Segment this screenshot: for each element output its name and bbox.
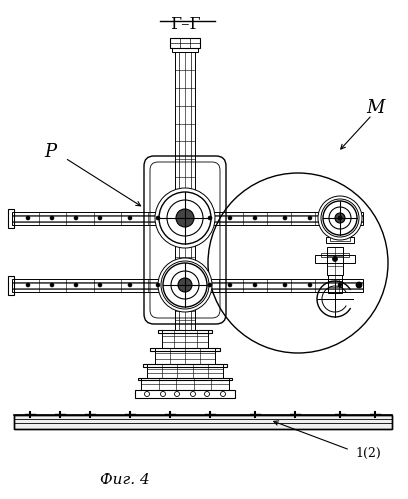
Bar <box>12 212 175 225</box>
Bar <box>330 237 350 241</box>
Bar <box>14 415 392 429</box>
Circle shape <box>308 216 312 220</box>
Bar <box>315 255 355 263</box>
Bar <box>321 253 349 257</box>
Circle shape <box>178 278 192 292</box>
Circle shape <box>163 263 207 307</box>
Circle shape <box>253 283 257 287</box>
Bar <box>326 237 354 243</box>
Bar <box>143 364 227 367</box>
Bar <box>162 330 208 348</box>
Bar <box>8 276 14 295</box>
Bar <box>158 330 212 333</box>
Circle shape <box>321 199 359 237</box>
Circle shape <box>356 282 362 288</box>
Bar <box>327 247 343 275</box>
Bar <box>195 212 363 225</box>
Circle shape <box>323 201 357 235</box>
Bar <box>147 364 223 378</box>
Circle shape <box>333 256 337 261</box>
Circle shape <box>156 283 160 287</box>
Circle shape <box>208 283 212 287</box>
Bar <box>12 282 175 289</box>
Circle shape <box>171 271 199 299</box>
Bar <box>179 224 191 279</box>
Circle shape <box>98 283 102 287</box>
Text: P: P <box>44 143 56 161</box>
Bar <box>195 279 363 292</box>
Circle shape <box>50 216 54 220</box>
Bar <box>175 291 195 330</box>
Circle shape <box>228 283 232 287</box>
Bar <box>12 215 175 222</box>
Circle shape <box>338 283 342 287</box>
Text: M: M <box>366 99 384 117</box>
Circle shape <box>204 392 209 397</box>
Circle shape <box>161 261 209 309</box>
Circle shape <box>335 213 345 223</box>
Bar <box>14 415 392 429</box>
Bar <box>175 52 195 195</box>
Bar <box>195 215 363 222</box>
Bar <box>12 279 175 292</box>
Bar <box>141 378 229 390</box>
Bar <box>170 192 200 198</box>
Circle shape <box>158 258 212 312</box>
Circle shape <box>74 283 78 287</box>
Circle shape <box>283 283 287 287</box>
Circle shape <box>160 392 166 397</box>
Circle shape <box>283 216 287 220</box>
Circle shape <box>228 216 232 220</box>
Circle shape <box>329 207 351 229</box>
Circle shape <box>98 216 102 220</box>
Text: Фиг. 4: Фиг. 4 <box>100 473 150 487</box>
Circle shape <box>50 283 54 287</box>
Circle shape <box>156 216 160 220</box>
Bar <box>173 210 197 227</box>
Circle shape <box>253 216 257 220</box>
Circle shape <box>191 392 195 397</box>
Bar <box>138 378 232 380</box>
Bar <box>195 282 363 289</box>
Bar <box>150 348 220 351</box>
Circle shape <box>26 216 30 220</box>
Bar <box>173 277 197 294</box>
Circle shape <box>128 216 132 220</box>
Text: Г–Г: Г–Г <box>170 16 200 33</box>
Circle shape <box>308 283 312 287</box>
Bar <box>135 390 235 398</box>
Circle shape <box>26 283 30 287</box>
Bar <box>172 48 198 52</box>
Text: 1(2): 1(2) <box>355 447 381 460</box>
Circle shape <box>128 283 132 287</box>
Circle shape <box>176 209 194 227</box>
Bar <box>8 209 14 228</box>
Circle shape <box>155 188 215 248</box>
Bar <box>175 224 195 279</box>
Bar <box>170 38 200 48</box>
Circle shape <box>208 216 212 220</box>
Bar <box>179 291 191 330</box>
Circle shape <box>338 216 342 220</box>
Circle shape <box>220 392 226 397</box>
Bar <box>179 52 191 195</box>
Circle shape <box>144 392 149 397</box>
Circle shape <box>167 200 203 236</box>
Bar <box>328 275 342 293</box>
Circle shape <box>74 216 78 220</box>
Circle shape <box>175 392 180 397</box>
Bar <box>155 348 215 364</box>
Circle shape <box>159 192 211 244</box>
Circle shape <box>318 196 362 240</box>
Bar <box>166 196 204 206</box>
